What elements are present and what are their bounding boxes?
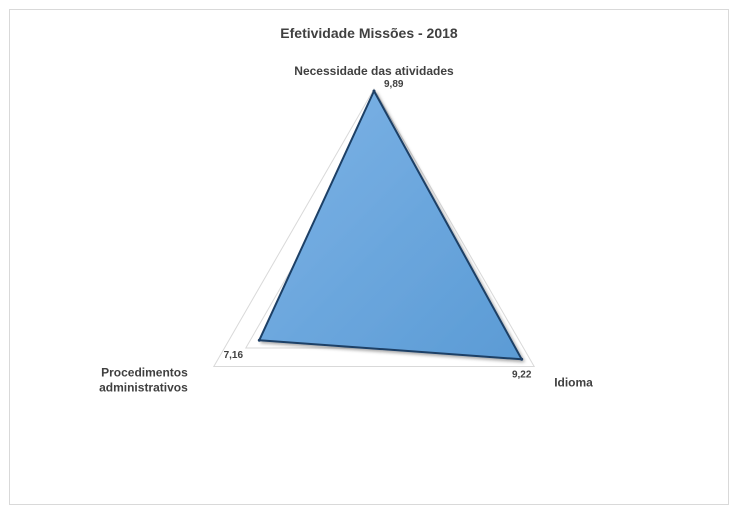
data-point-1 <box>520 357 524 361</box>
series-layer <box>257 89 524 361</box>
data-label-1: 9,22 <box>512 369 532 380</box>
label-layer: 9,89 9,22 7,16 Necessidade das atividades Id… <box>99 64 593 395</box>
data-label-2: 7,16 <box>224 350 244 361</box>
chart-title: Efetividade Missões - 2018 <box>280 25 458 41</box>
category-label-2: Procedimentos administrativos <box>99 366 188 395</box>
data-label-0: 9,89 <box>384 79 404 90</box>
category-label-0: Necessidade das atividades <box>294 64 454 78</box>
data-point-2 <box>257 338 261 342</box>
series-area-0 <box>258 90 523 361</box>
grid-ring-5 <box>212 87 536 367</box>
category-label-1: Idioma <box>554 376 593 390</box>
data-point-0 <box>372 89 376 93</box>
